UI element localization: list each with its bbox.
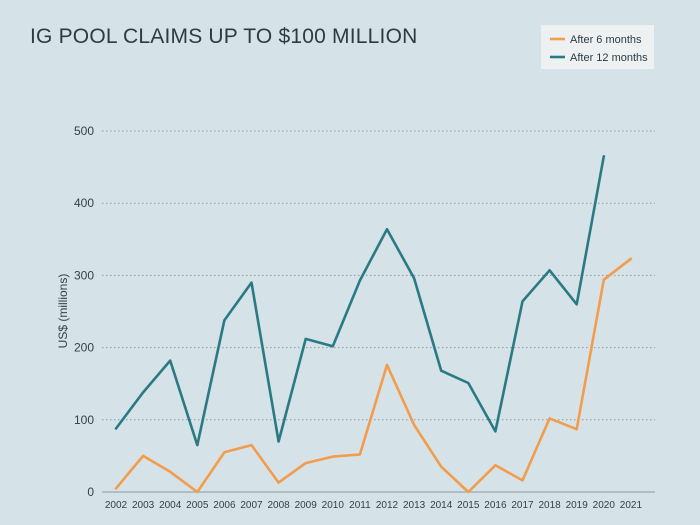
x-tick-label: 2006 xyxy=(213,500,236,511)
series xyxy=(114,155,633,494)
gridlines xyxy=(102,130,655,493)
x-tick-label: 2020 xyxy=(593,500,616,511)
x-tick-label: 2015 xyxy=(457,500,480,511)
x-tick-label: 2021 xyxy=(620,500,643,511)
y-axis-label: US$ (millions) xyxy=(56,274,70,349)
legend-label-after-6-months: After 6 months xyxy=(570,34,642,46)
x-tick-label: 2012 xyxy=(376,500,399,511)
x-tick-label: 2016 xyxy=(484,500,507,511)
x-tick-label: 2019 xyxy=(566,500,589,511)
x-axis-ticks: 2002 2003 2004 2005 2006 2007 2008 2009 2010 2011… xyxy=(105,500,643,511)
y-tick-label: 500 xyxy=(74,124,94,138)
series-line-after-6-months xyxy=(114,257,633,494)
x-tick-label: 2017 xyxy=(511,500,534,511)
x-tick-label: 2004 xyxy=(159,500,182,511)
x-tick-label: 2009 xyxy=(295,500,318,511)
x-tick-label: 2002 xyxy=(105,500,128,511)
x-tick-label: 2007 xyxy=(240,500,263,511)
x-tick-label: 2018 xyxy=(538,500,561,511)
legend-box xyxy=(541,25,654,69)
chart-title: IG POOL CLAIMS UP TO $100 MILLION xyxy=(30,25,417,48)
x-tick-label: 2003 xyxy=(132,500,155,511)
x-tick-label: 2008 xyxy=(267,500,290,511)
series-line-after-12-months xyxy=(114,155,606,447)
x-tick-label: 2013 xyxy=(403,500,426,511)
y-axis-ticks: 0 100 200 300 400 500 xyxy=(74,124,94,499)
x-tick-label: 2010 xyxy=(322,500,345,511)
x-tick-label: 2005 xyxy=(186,500,209,511)
y-tick-label: 200 xyxy=(74,341,94,355)
y-tick-label: 100 xyxy=(74,413,94,427)
legend-label-after-12-months: After 12 months xyxy=(570,52,648,64)
y-tick-label: 300 xyxy=(74,268,94,282)
y-tick-label: 0 xyxy=(87,485,94,499)
x-tick-label: 2014 xyxy=(430,500,453,511)
x-tick-label: 2011 xyxy=(349,500,371,511)
legend: After 6 months After 12 months xyxy=(541,25,654,69)
y-tick-label: 400 xyxy=(74,196,94,210)
